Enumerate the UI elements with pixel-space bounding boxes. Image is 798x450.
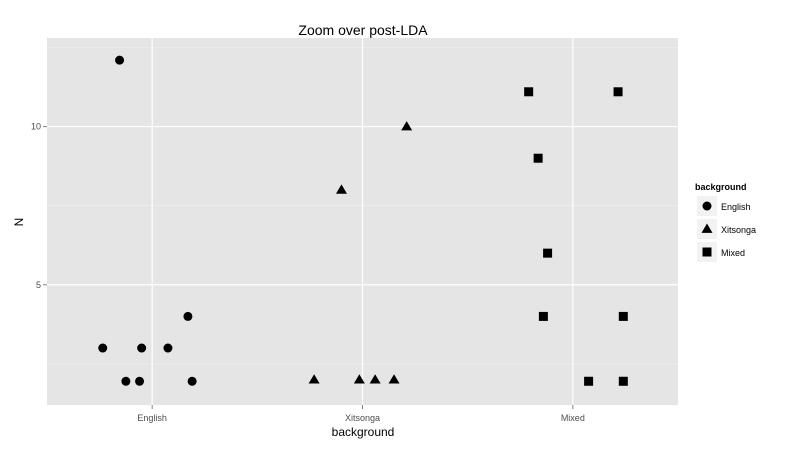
- legend-key-square: [702, 247, 712, 257]
- major-gridlines: [47, 38, 678, 405]
- legend-label: Mixed: [721, 248, 745, 258]
- data-point-square: [618, 311, 628, 321]
- legend-key-triangle: [701, 223, 713, 233]
- data-point-square: [524, 87, 534, 97]
- data-point-circle: [183, 311, 193, 321]
- y-tick-label: 10: [31, 122, 41, 132]
- data-point-triangle: [388, 374, 400, 384]
- data-point-circle: [187, 376, 197, 386]
- data-point-triangle: [353, 374, 365, 384]
- x-tick-label: Mixed: [561, 413, 585, 423]
- data-point-triangle: [308, 374, 320, 384]
- legend: background English Xitsonga Mixed: [695, 182, 756, 262]
- y-axis-title: N: [12, 218, 26, 227]
- data-point-circle: [121, 376, 131, 386]
- chart-title: Zoom over post-LDA: [298, 22, 428, 38]
- data-point-circle: [163, 343, 173, 353]
- legend-title: background: [695, 182, 747, 192]
- data-point-square: [538, 311, 548, 321]
- x-axis-title: background: [332, 425, 395, 439]
- x-axis-ticks: English Xitsonga Mixed: [137, 405, 585, 423]
- data-point-circle: [115, 55, 125, 65]
- data-point-circle: [135, 376, 145, 386]
- data-point-square: [533, 153, 543, 163]
- y-axis-ticks: 5 10: [31, 122, 47, 290]
- x-tick-label: Xitsonga: [345, 413, 380, 423]
- y-tick-label: 5: [36, 280, 41, 290]
- data-points: [98, 55, 628, 386]
- data-point-square: [584, 376, 594, 386]
- data-point-square: [618, 376, 628, 386]
- x-tick-label: English: [137, 413, 167, 423]
- data-point-circle: [98, 343, 108, 353]
- legend-label: Xitsonga: [721, 225, 756, 235]
- data-point-square: [613, 87, 623, 97]
- data-point-triangle: [401, 121, 413, 131]
- data-point-triangle: [369, 374, 381, 384]
- data-point-circle: [137, 343, 147, 353]
- data-point-triangle: [335, 184, 347, 194]
- data-point-square: [543, 248, 553, 258]
- legend-label: English: [721, 202, 751, 212]
- legend-key-circle: [702, 201, 712, 211]
